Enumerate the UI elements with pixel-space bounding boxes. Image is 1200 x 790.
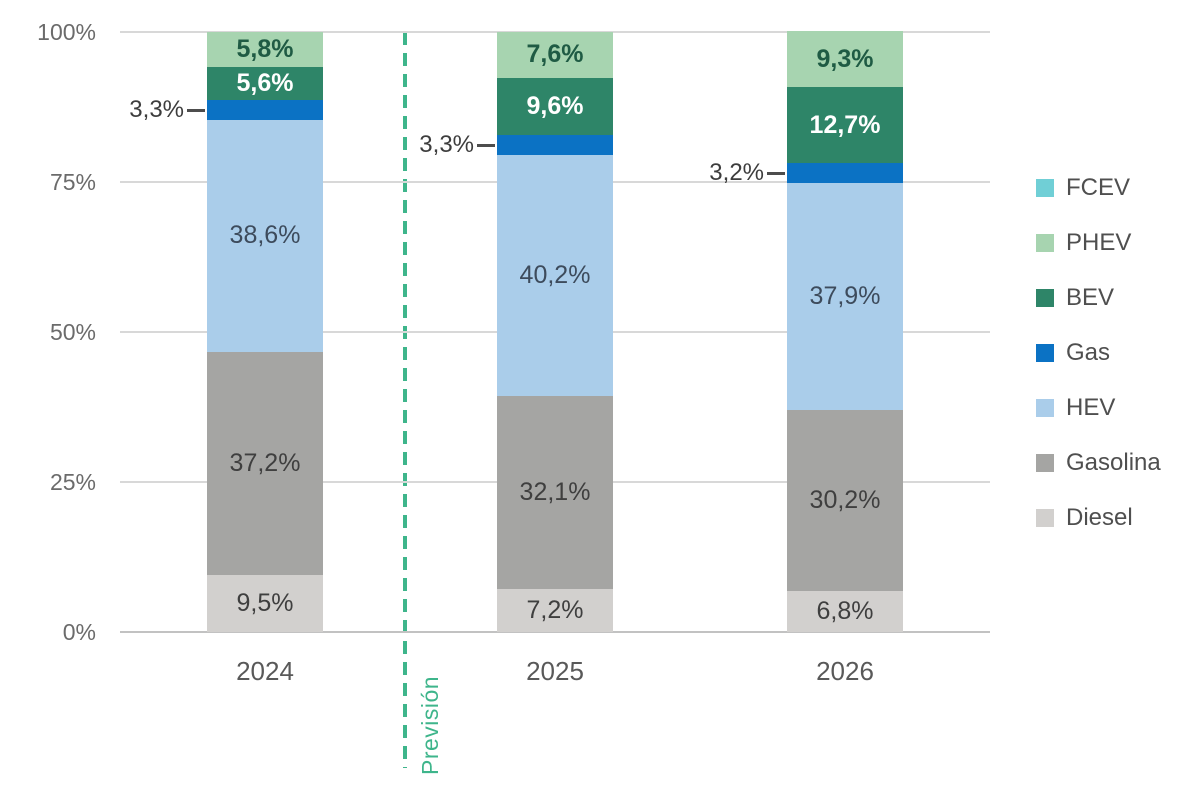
leader-line-gas-2025: [477, 143, 495, 147]
bar-segment-gas-2025: [497, 135, 613, 155]
leader-line-gas-2026: [767, 171, 785, 175]
legend-label-diesel: Diesel: [1066, 504, 1133, 531]
bar-segment-bev-2026: 12,7%: [787, 87, 903, 164]
legend-swatch-hev: [1036, 399, 1054, 417]
bar-segment-gas-2024: [207, 100, 323, 121]
y-tick-label-25: 25%: [49, 469, 96, 495]
outside-label-gas-2024: 3,3%: [129, 96, 184, 124]
legend-item-diesel: Diesel: [1036, 505, 1133, 531]
legend-swatch-gas: [1036, 344, 1054, 362]
legend-swatch-phev: [1036, 234, 1054, 252]
outside-label-gas-2025: 3,3%: [419, 131, 474, 159]
y-tick-label-75: 75%: [49, 169, 96, 195]
legend-label-phev: PHEV: [1066, 229, 1132, 256]
segment-label-diesel-2025: 7,2%: [526, 595, 584, 624]
legend-swatch-gasolina: [1036, 454, 1054, 472]
segment-label-bev-2026: 12,7%: [809, 110, 881, 139]
legend-label-gasolina: Gasolina: [1066, 449, 1161, 476]
bar-segment-bev-2025: 9,6%: [497, 77, 613, 136]
legend-label-fcev: FCEV: [1066, 174, 1131, 201]
bar-segment-gasolina-2025: 32,1%: [497, 396, 613, 589]
segment-label-phev-2025: 7,6%: [526, 40, 584, 69]
x-tick-label-2024: 2024: [236, 656, 294, 686]
legend-item-fcev: FCEV: [1036, 175, 1130, 201]
gridline-0: [120, 631, 990, 633]
legend-item-gasolina: Gasolina: [1036, 450, 1161, 476]
segment-label-diesel-2024: 9,5%: [236, 589, 294, 617]
outside-label-gas-2026: 3,2%: [709, 159, 764, 186]
forecast-label: Previsión: [417, 675, 443, 775]
legend-swatch-bev: [1036, 289, 1054, 307]
y-tick-label-50: 50%: [49, 319, 96, 345]
segment-label-bev-2025: 9,6%: [526, 91, 584, 120]
leader-line-gas-2024: [187, 108, 205, 112]
legend-label-hev: HEV: [1066, 394, 1116, 421]
legend-label-gas: Gas: [1066, 339, 1111, 366]
legend-swatch-fcev: [1036, 179, 1054, 197]
segment-label-hev-2025: 40,2%: [519, 261, 591, 290]
bar-segment-phev-2025: 7,6%: [497, 32, 613, 78]
legend-item-gas: Gas: [1036, 340, 1110, 366]
x-tick-label-2025: 2025: [526, 656, 584, 686]
legend-label-bev: BEV: [1066, 284, 1115, 311]
segment-label-gasolina-2025: 32,1%: [519, 477, 591, 506]
bar-segment-phev-2026: 9,3%: [787, 31, 903, 88]
segment-label-hev-2026: 37,9%: [809, 281, 881, 310]
bar-segment-bev-2024: 5,6%: [207, 66, 323, 101]
segment-label-bev-2024: 5,6%: [236, 69, 294, 98]
bar-segment-diesel-2024: 9,5%: [207, 575, 323, 632]
bar-segment-hev-2026: 37,9%: [787, 182, 903, 410]
legend-item-hev: HEV: [1036, 395, 1115, 421]
segment-label-gasolina-2024: 37,2%: [229, 448, 301, 477]
legend-item-bev: BEV: [1036, 285, 1114, 311]
legend-swatch-diesel: [1036, 509, 1054, 527]
bar-segment-diesel-2026: 6,8%: [787, 591, 903, 632]
bar-segment-phev-2024: 5,8%: [207, 32, 323, 67]
bar-segment-gasolina-2024: 37,2%: [207, 351, 323, 575]
forecast-divider-line: [403, 32, 407, 768]
y-tick-label-0: 0%: [62, 619, 96, 645]
bar-segment-hev-2024: 38,6%: [207, 120, 323, 352]
legend-item-phev: PHEV: [1036, 230, 1131, 256]
bar-segment-gas-2026: [787, 163, 903, 183]
segment-label-phev-2026: 9,3%: [816, 44, 874, 73]
segment-label-gasolina-2026: 30,2%: [809, 486, 881, 515]
segment-label-phev-2024: 5,8%: [236, 34, 294, 63]
bar-segment-diesel-2025: 7,2%: [497, 588, 613, 632]
bar-segment-gasolina-2026: 30,2%: [787, 410, 903, 592]
y-tick-label-100: 100%: [37, 19, 96, 45]
segment-label-diesel-2026: 6,8%: [816, 597, 874, 626]
bar-segment-hev-2025: 40,2%: [497, 155, 613, 397]
x-tick-label-2026: 2026: [816, 656, 874, 686]
segment-label-hev-2024: 38,6%: [229, 221, 301, 250]
